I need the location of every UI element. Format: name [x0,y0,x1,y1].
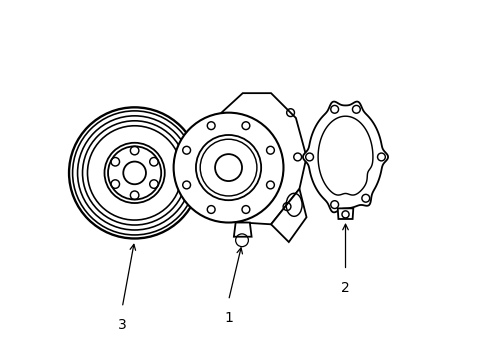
Polygon shape [221,93,306,224]
Polygon shape [318,116,372,195]
Polygon shape [337,208,353,219]
Circle shape [69,107,200,238]
Text: 3: 3 [118,318,126,332]
Polygon shape [303,102,387,212]
Polygon shape [233,222,251,237]
Text: 1: 1 [224,311,232,325]
Polygon shape [270,189,306,242]
Circle shape [196,135,261,200]
Circle shape [104,143,164,203]
Circle shape [173,113,283,222]
Circle shape [67,105,202,240]
Text: 2: 2 [341,281,349,295]
